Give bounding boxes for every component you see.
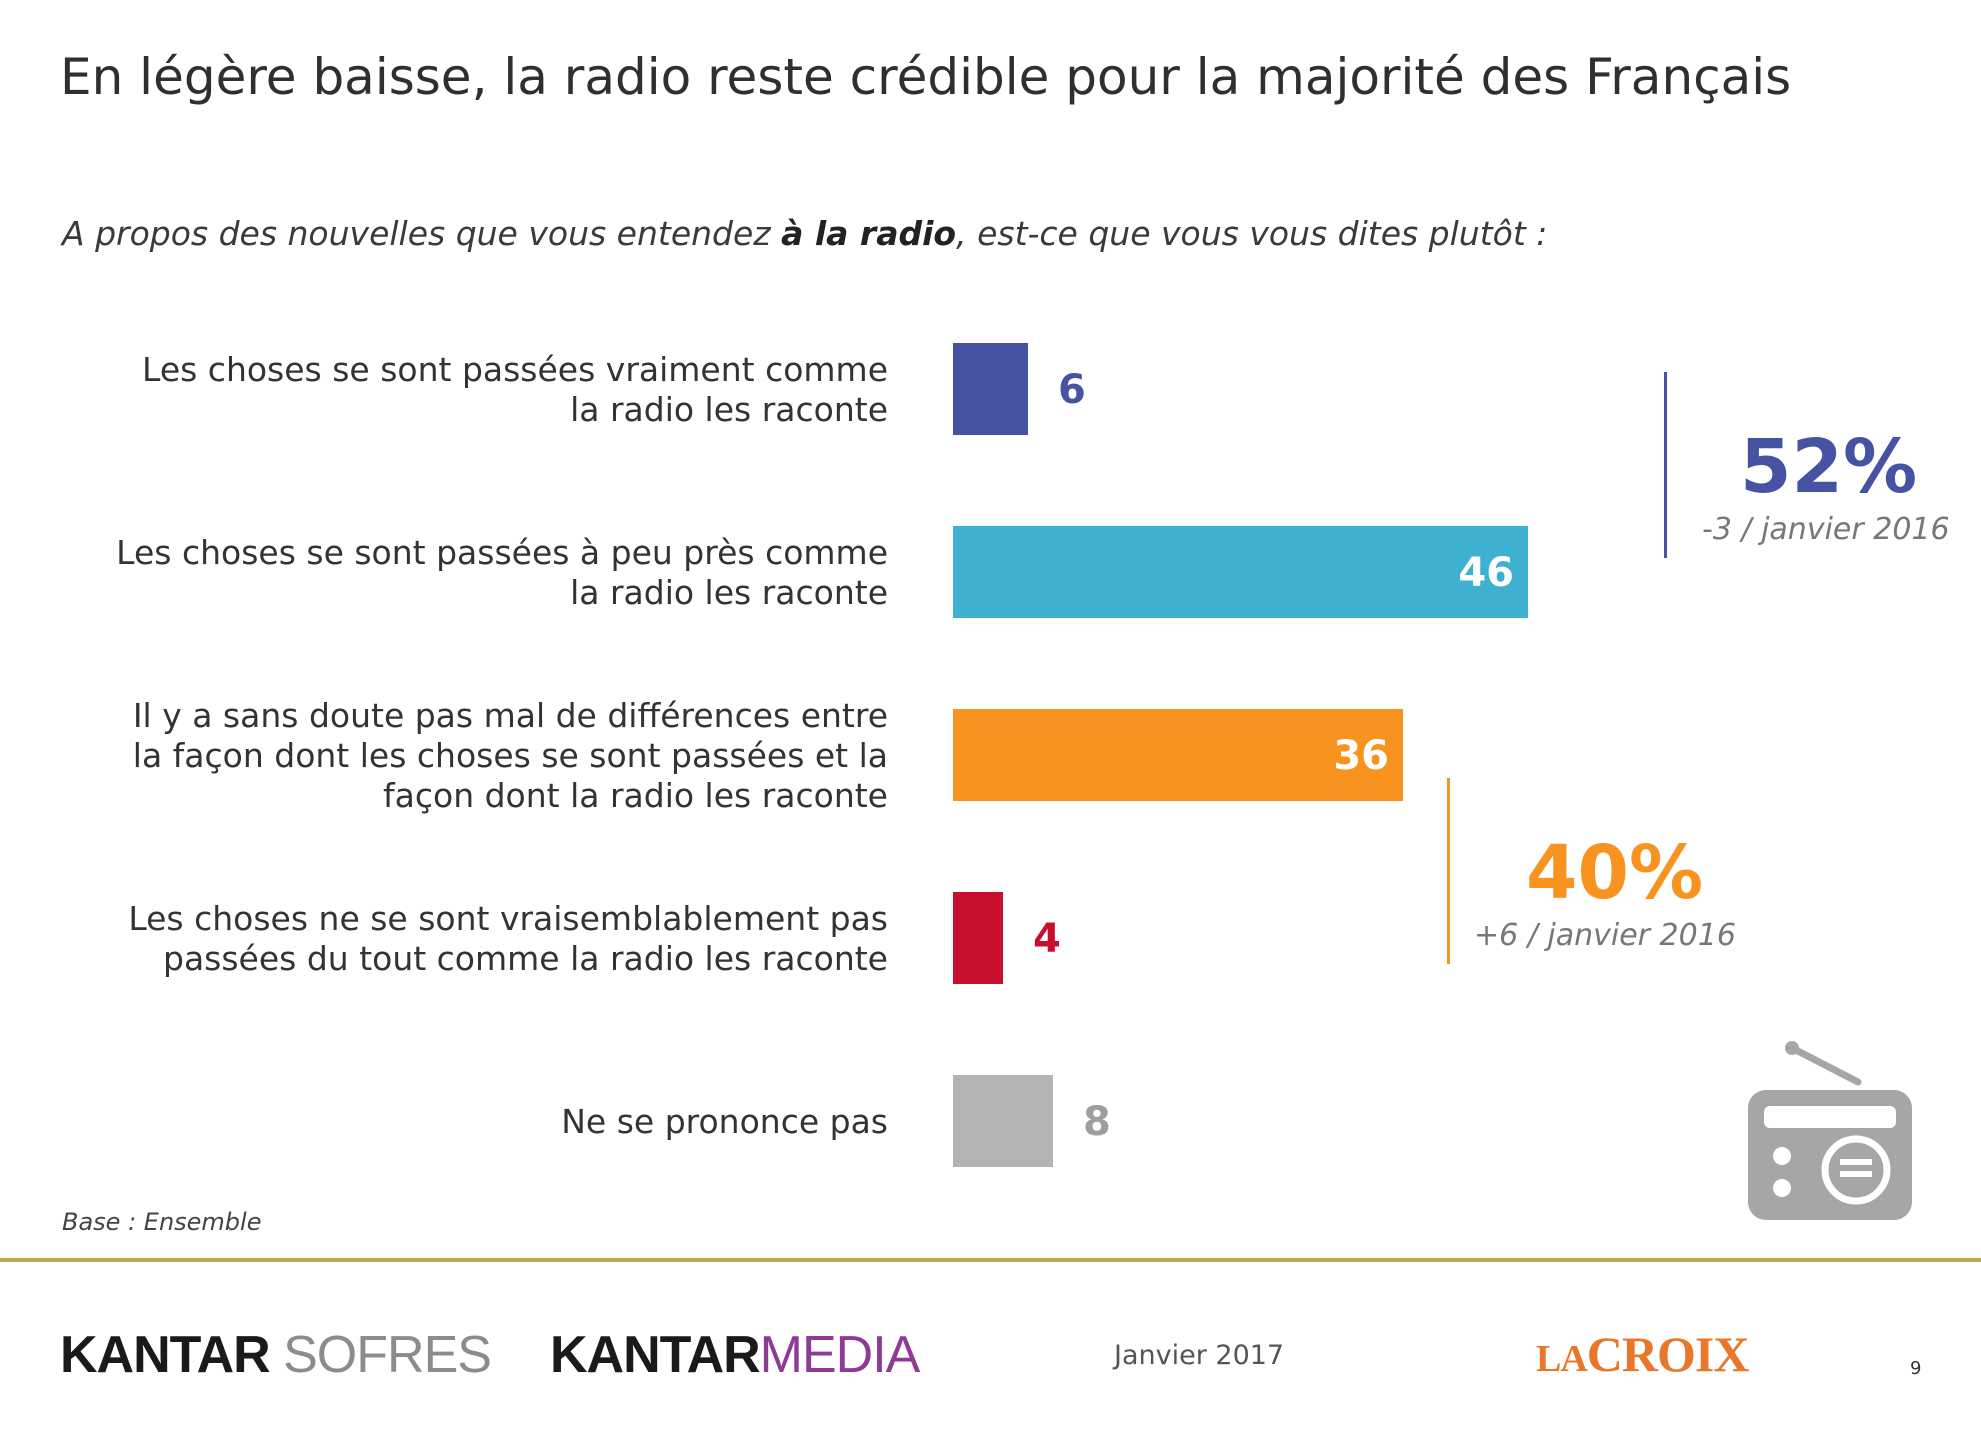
la-croix-logo: LACROIX (1536, 1325, 1750, 1383)
bar-5 (953, 1075, 1053, 1167)
bar-chart: 6 Les choses se sont passées vraiment com… (116, 343, 1528, 1167)
bar-value-label-2: 46 (1458, 550, 1514, 596)
question-text-end: , est-ce que vous vous dites plutôt : (956, 214, 1548, 253)
category-label-2-line-1: Les choses se sont passées à peu près co… (116, 533, 888, 572)
radio-icon (1748, 1041, 1912, 1220)
category-label-2-line-2: la radio les raconte (570, 573, 888, 612)
group-delta-credible: -3 / janvier 2016 (1702, 512, 1950, 547)
group-delta-not-credible: +6 / janvier 2016 (1474, 918, 1736, 953)
group-bracket-not-credible (1447, 778, 1450, 964)
base-note: Base : Ensemble (62, 1208, 262, 1236)
kantar-sofres-logo-bold: KANTAR (60, 1326, 271, 1384)
page-number: 9 (1910, 1358, 1922, 1379)
bar-value-label-3: 36 (1333, 733, 1389, 779)
footer-divider (0, 1258, 1981, 1262)
category-label-3-line-3: façon dont la radio les raconte (383, 776, 888, 815)
question-text-bold: à la radio (781, 214, 957, 253)
category-label-4-line-1: Les choses ne se sont vraisemblablement … (128, 899, 888, 938)
category-label-5-line-1: Ne se prononce pas (561, 1102, 888, 1141)
bar-1 (953, 343, 1028, 435)
group-total-credible: 52% (1740, 424, 1918, 510)
kantar-sofres-logo: KANTAR SOFRES (60, 1325, 492, 1385)
question-text: A propos des nouvelles que vous entendez… (62, 214, 1942, 253)
kantar-media-logo-bold: KANTAR (550, 1326, 761, 1384)
category-label-3-line-2: la façon dont les choses se sont passées… (133, 736, 888, 775)
kantar-media-logo-colored: MEDIA (759, 1326, 921, 1384)
bar-value-label-1: 6 (1058, 367, 1086, 413)
slide-title: En légère baisse, la radio reste crédibl… (60, 48, 1792, 106)
la-croix-logo-small: LA (1536, 1338, 1588, 1380)
footer-date: Janvier 2017 (1114, 1340, 1285, 1371)
bar-4 (953, 892, 1003, 984)
category-label-1-line-1: Les choses se sont passées vraiment comm… (142, 350, 888, 389)
kantar-sofres-logo-light: SOFRES (283, 1326, 492, 1384)
category-label-3-line-1: Il y a sans doute pas mal de différences… (133, 696, 888, 735)
bar-value-label-5: 8 (1083, 1099, 1111, 1145)
bar-2 (953, 526, 1528, 618)
group-total-not-credible: 40% (1526, 830, 1704, 916)
bar-value-label-4: 4 (1033, 916, 1061, 962)
category-label-4-line-2: passées du tout comme la radio les racon… (163, 939, 888, 978)
bar-3 (953, 709, 1403, 801)
kantar-media-logo: KANTARMEDIA (550, 1325, 921, 1385)
category-label-1-line-2: la radio les raconte (570, 390, 888, 429)
la-croix-logo-big: CROIX (1586, 1326, 1750, 1382)
group-bracket-credible (1664, 372, 1667, 558)
question-text-start: A propos des nouvelles que vous entendez (62, 214, 782, 253)
